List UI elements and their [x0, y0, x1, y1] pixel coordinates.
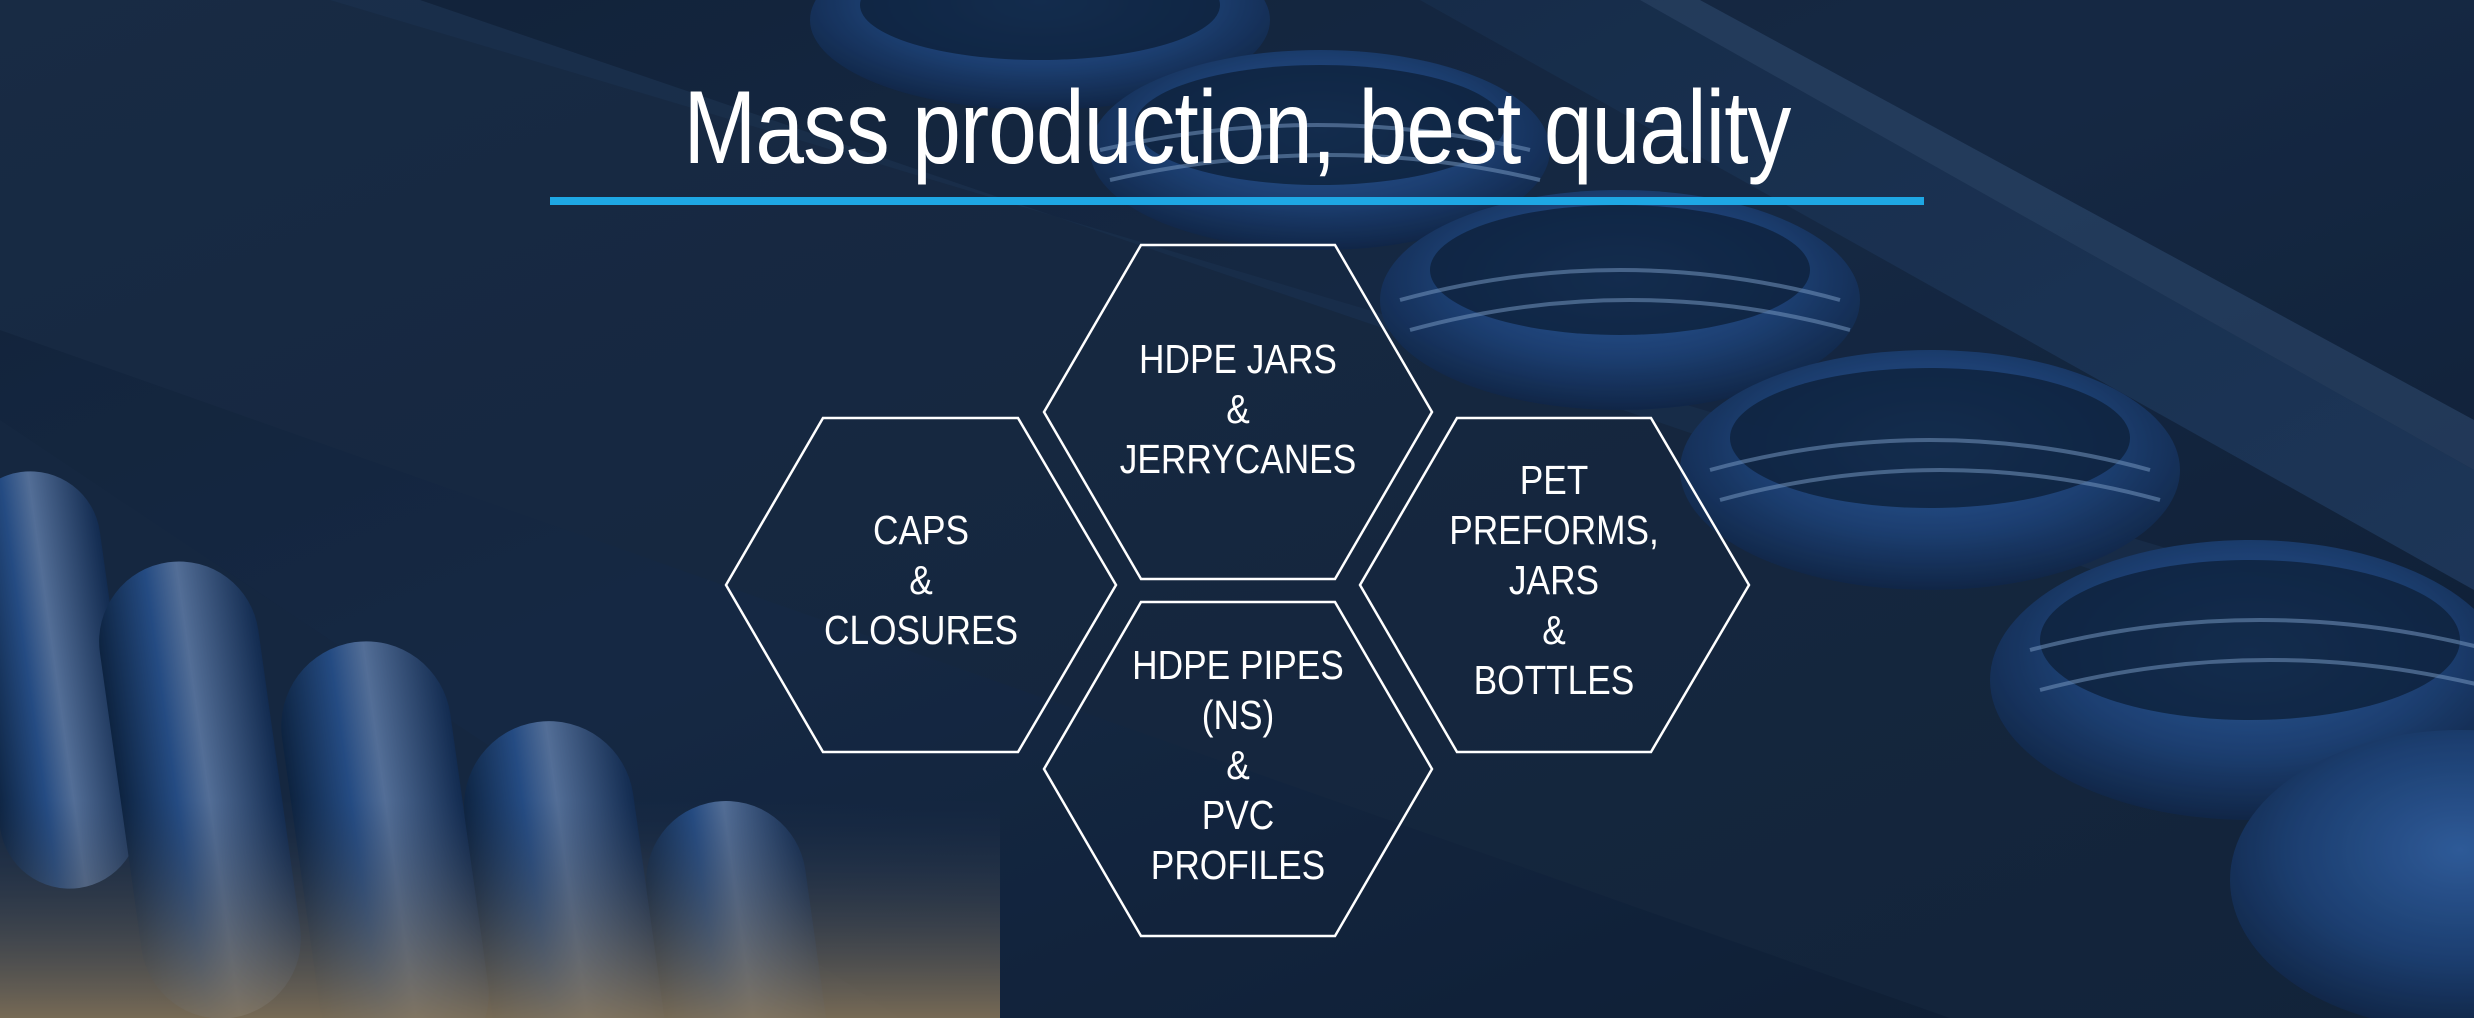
hexagon-label-hdpe-pipes: HDPE PIPES (NS) & PVC PROFILES: [1132, 642, 1344, 888]
hexagon-label-hdpe-jars: HDPE JARS & JERRYCANES: [1119, 336, 1357, 482]
banner-title: Mass production, best quality: [683, 70, 1791, 186]
hexagon-label-caps: CAPS & CLOSURES: [824, 507, 1018, 653]
hexagon-caps: [724, 416, 1118, 754]
hexagon-hdpe-jars: [1042, 243, 1434, 581]
hexagon-hdpe-pipes: [1042, 600, 1434, 938]
hexagon-label-pet: PET PREFORMS, JARS & BOTTLES: [1449, 457, 1659, 703]
hexagon-pet: [1358, 416, 1751, 754]
title-underline: [550, 197, 1924, 205]
